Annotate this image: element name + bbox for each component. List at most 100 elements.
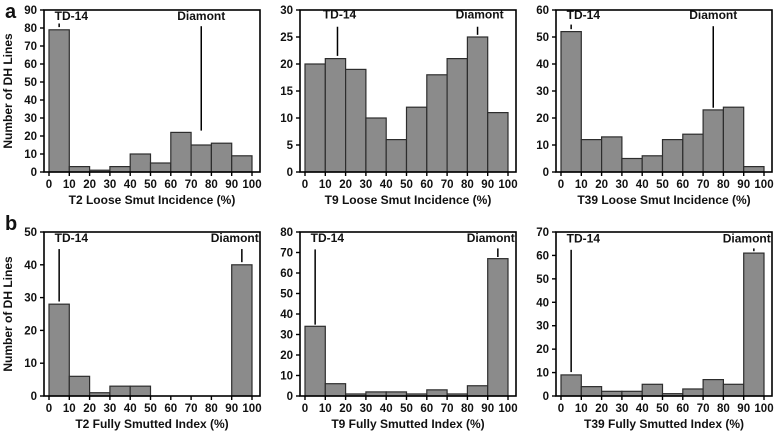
x-axis-tick-label: 60 <box>164 403 177 415</box>
plot-frame <box>43 231 261 397</box>
y-axis-tick-label: 60 <box>280 268 293 280</box>
plot-frame <box>43 9 261 173</box>
histogram-bar <box>560 31 582 173</box>
y-axis-tick-label: 0 <box>287 167 293 179</box>
histogram-bar <box>487 111 509 173</box>
x-axis-tick-label: 20 <box>339 179 352 191</box>
x-axis-tick-label: 100 <box>242 179 261 191</box>
histogram-bar <box>560 374 582 397</box>
x-axis-tick-label: 30 <box>360 179 373 191</box>
x-axis-tick-label: 70 <box>697 403 710 415</box>
x-axis-tick-label: 100 <box>754 403 773 415</box>
histogram-bar <box>344 68 367 173</box>
y-axis-tick-label: 20 <box>536 344 549 356</box>
x-axis-tick-label: 50 <box>400 179 413 191</box>
x-axis-tick-label: 90 <box>737 179 750 191</box>
histogram-bar <box>446 57 469 173</box>
histogram-bar <box>190 144 213 173</box>
x-axis-tick-label: 0 <box>46 179 52 191</box>
histogram-bar <box>129 153 152 173</box>
histogram-bar <box>702 109 725 173</box>
x-axis-tick-label: 30 <box>104 179 117 191</box>
y-axis-tick-label: 30 <box>536 321 549 333</box>
y-axis-tick-label: 30 <box>24 113 37 125</box>
histogram-bar <box>682 133 704 173</box>
x-axis-tick-label: 70 <box>697 179 710 191</box>
annotation-label: TD-14 <box>55 231 89 245</box>
x-axis-tick-label: 10 <box>575 179 588 191</box>
y-axis-tick-label: 10 <box>24 358 37 370</box>
x-axis-tick-label: 30 <box>616 403 629 415</box>
histogram-bar <box>109 166 131 173</box>
histogram-bar <box>149 162 172 173</box>
x-axis-tick-label: 10 <box>63 403 76 415</box>
histogram-bar <box>722 383 745 397</box>
annotation-label: Diamont <box>211 231 259 245</box>
histogram-bar <box>324 383 347 397</box>
x-axis-tick-label: 40 <box>124 403 137 415</box>
x-axis-tick-label: 40 <box>636 403 649 415</box>
y-axis-tick-label: 15 <box>280 86 293 98</box>
histogram-bar <box>48 29 70 173</box>
x-axis-tick-label: 50 <box>400 403 413 415</box>
histogram-bar <box>385 139 408 173</box>
x-axis-tick-label: 80 <box>461 403 474 415</box>
histogram-bar <box>68 166 91 173</box>
x-axis-tick-label: 20 <box>339 403 352 415</box>
histogram-bar <box>743 252 765 397</box>
histogram-bar <box>641 155 664 173</box>
y-axis-tick-label: 40 <box>536 59 549 71</box>
histogram-bar <box>231 155 253 173</box>
annotation-label: Diamont <box>456 8 504 22</box>
x-axis-tick-label: 30 <box>104 403 117 415</box>
x-axis-tick-label: 20 <box>595 179 608 191</box>
histogram-bar <box>365 117 387 173</box>
x-axis-title: T2 Fully Smutted Index (%) <box>75 417 228 431</box>
x-axis-tick-label: 80 <box>461 179 474 191</box>
histogram-bar <box>600 136 623 173</box>
y-axis-tick-label: 70 <box>24 41 37 53</box>
y-axis-tick-label: 90 <box>24 5 37 17</box>
x-axis-tick-label: 90 <box>225 179 238 191</box>
x-axis-tick-label: 0 <box>302 179 308 191</box>
y-axis-tick-label: 0 <box>287 391 293 403</box>
y-axis-tick-label: 70 <box>280 248 293 260</box>
x-axis-tick-label: 90 <box>481 179 494 191</box>
y-axis-tick-label: 0 <box>543 391 549 403</box>
y-axis-tick-label: 40 <box>24 260 37 272</box>
plot-frame <box>299 231 517 397</box>
annotation-label: Diamont <box>689 8 737 22</box>
x-axis-tick-label: 70 <box>441 403 454 415</box>
y-axis-tick-label: 20 <box>536 113 549 125</box>
y-axis-tick-label: 30 <box>280 330 293 342</box>
x-axis-tick-label: 100 <box>754 179 773 191</box>
histogram-bar <box>580 386 603 397</box>
y-axis-tick-label: 30 <box>280 5 293 17</box>
y-axis-tick-label: 20 <box>24 131 37 143</box>
histogram-bar <box>743 166 765 173</box>
histogram-bar <box>405 106 428 173</box>
histogram-bar <box>109 385 131 397</box>
y-axis-tick-label: 30 <box>536 86 549 98</box>
histogram-panel-t2-loose-smut-incidence: 0 10 20 30 40 50 60 70 80 90 100 0 10 20 30 40 50 60 70 80 9… <box>1 5 262 207</box>
x-axis-tick-label: 80 <box>205 179 218 191</box>
y-axis-tick-label: 20 <box>280 59 293 71</box>
histogram-bar <box>426 74 448 173</box>
y-axis-tick-label: 30 <box>24 293 37 305</box>
histogram-bar <box>210 142 233 173</box>
y-axis-tick-label: 10 <box>280 113 293 125</box>
x-axis-tick-label: 50 <box>144 403 157 415</box>
histogram-bar <box>231 264 253 397</box>
x-axis-tick-label: 10 <box>575 403 588 415</box>
histogram-bar <box>621 157 643 173</box>
y-axis-title: Number of DH Lines <box>1 256 15 372</box>
histogram-bar <box>304 325 326 397</box>
x-axis-title: T2 Loose Smut Incidence (%) <box>69 193 236 207</box>
histogram-panel-t2-fully-smutted-index: 0 10 20 30 40 50 60 70 80 90 100 0 10 20 30 40 50 TD-14 Di… <box>1 227 262 431</box>
annotation-label: Diamont <box>723 231 771 245</box>
histogram-bar <box>580 139 603 173</box>
x-axis-tick-label: 80 <box>717 179 730 191</box>
x-axis-tick-label: 30 <box>616 179 629 191</box>
y-axis-tick-label: 5 <box>287 140 294 152</box>
